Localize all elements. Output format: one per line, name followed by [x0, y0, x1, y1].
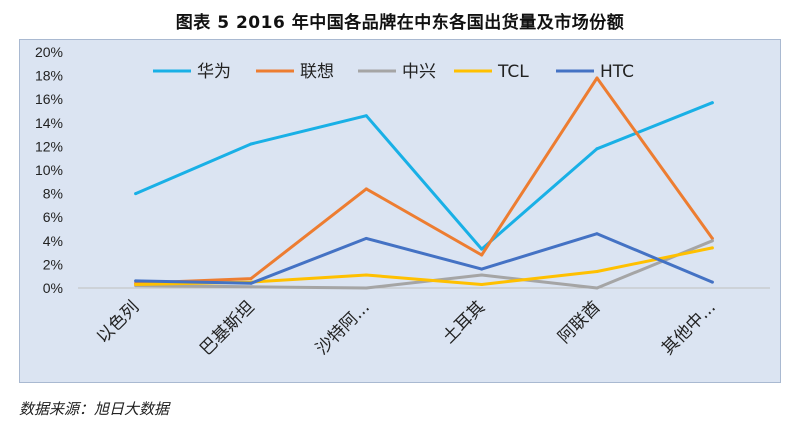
- y-tick-label: 14%: [35, 115, 63, 131]
- data-point: [710, 246, 714, 250]
- data-point: [595, 147, 599, 151]
- x-tick-label: 阿联酋: [554, 297, 604, 347]
- chart-area: 0% 2% 4% 6% 8% 10% 12% 14% 16% 18% 20% 以色列 巴基斯坦 沙特阿..…: [19, 39, 781, 383]
- legend-label: 联想: [300, 62, 334, 82]
- data-point: [249, 281, 253, 285]
- y-tick-label: 12%: [35, 138, 63, 154]
- data-point: [595, 232, 599, 236]
- series-line-3: [134, 239, 714, 290]
- data-point: [134, 282, 138, 286]
- data-point: [480, 253, 484, 257]
- line-chart: 0% 2% 4% 6% 8% 10% 12% 14% 16% 18% 20% 以色列 巴基斯坦 沙特阿..…: [35, 44, 770, 360]
- x-tick-label: 其他中...: [658, 297, 720, 359]
- legend-label: HTC: [600, 62, 634, 82]
- y-tick-label: 8%: [43, 186, 63, 202]
- y-tick-label: 0%: [43, 280, 63, 296]
- data-point: [480, 273, 484, 277]
- data-point: [480, 267, 484, 271]
- y-tick-label: 10%: [35, 162, 63, 178]
- data-point: [710, 280, 714, 284]
- legend: 华为 联想 中兴 TCL HTC: [153, 62, 634, 82]
- data-point: [249, 277, 253, 281]
- x-tick-label: 土耳其: [439, 297, 489, 347]
- series-line-5: [134, 232, 714, 285]
- data-point: [710, 236, 714, 240]
- y-tick-label: 18%: [35, 68, 63, 84]
- y-tick-label: 16%: [35, 91, 63, 107]
- data-point: [595, 286, 599, 290]
- chart-title: 图表 5 2016 年中国各品牌在中东各国出货量及市场份额: [175, 13, 625, 33]
- x-tick-label: 巴基斯坦: [196, 297, 258, 359]
- y-tick-label: 2%: [43, 256, 63, 272]
- data-point: [134, 192, 138, 196]
- data-point: [364, 114, 368, 118]
- legend-label: 中兴: [402, 62, 436, 82]
- data-point: [710, 101, 714, 105]
- x-tick-label: 以色列: [93, 297, 143, 347]
- y-tick-label: 6%: [43, 209, 63, 225]
- data-point: [710, 239, 714, 243]
- data-point: [595, 76, 599, 80]
- series-lines: [134, 76, 714, 290]
- data-point: [134, 279, 138, 283]
- series-line-2: [134, 76, 714, 285]
- data-point: [249, 142, 253, 146]
- data-point: [480, 282, 484, 286]
- data-point: [364, 273, 368, 277]
- y-tick-label: 20%: [35, 44, 63, 60]
- data-source: 数据来源：旭日大数据: [19, 400, 170, 418]
- data-point: [364, 286, 368, 290]
- data-point: [595, 269, 599, 273]
- data-point: [364, 236, 368, 240]
- data-point: [364, 187, 368, 191]
- series-line-1: [134, 101, 714, 251]
- legend-label: 华为: [197, 62, 231, 82]
- data-point: [249, 285, 253, 289]
- x-tick-label: 沙特阿...: [312, 297, 374, 359]
- legend-label: TCL: [497, 62, 529, 82]
- data-point: [480, 247, 484, 251]
- y-tick-label: 4%: [43, 233, 63, 249]
- axes: 0% 2% 4% 6% 8% 10% 12% 14% 16% 18% 20% 以色列 巴基斯坦 沙特阿..…: [35, 44, 770, 360]
